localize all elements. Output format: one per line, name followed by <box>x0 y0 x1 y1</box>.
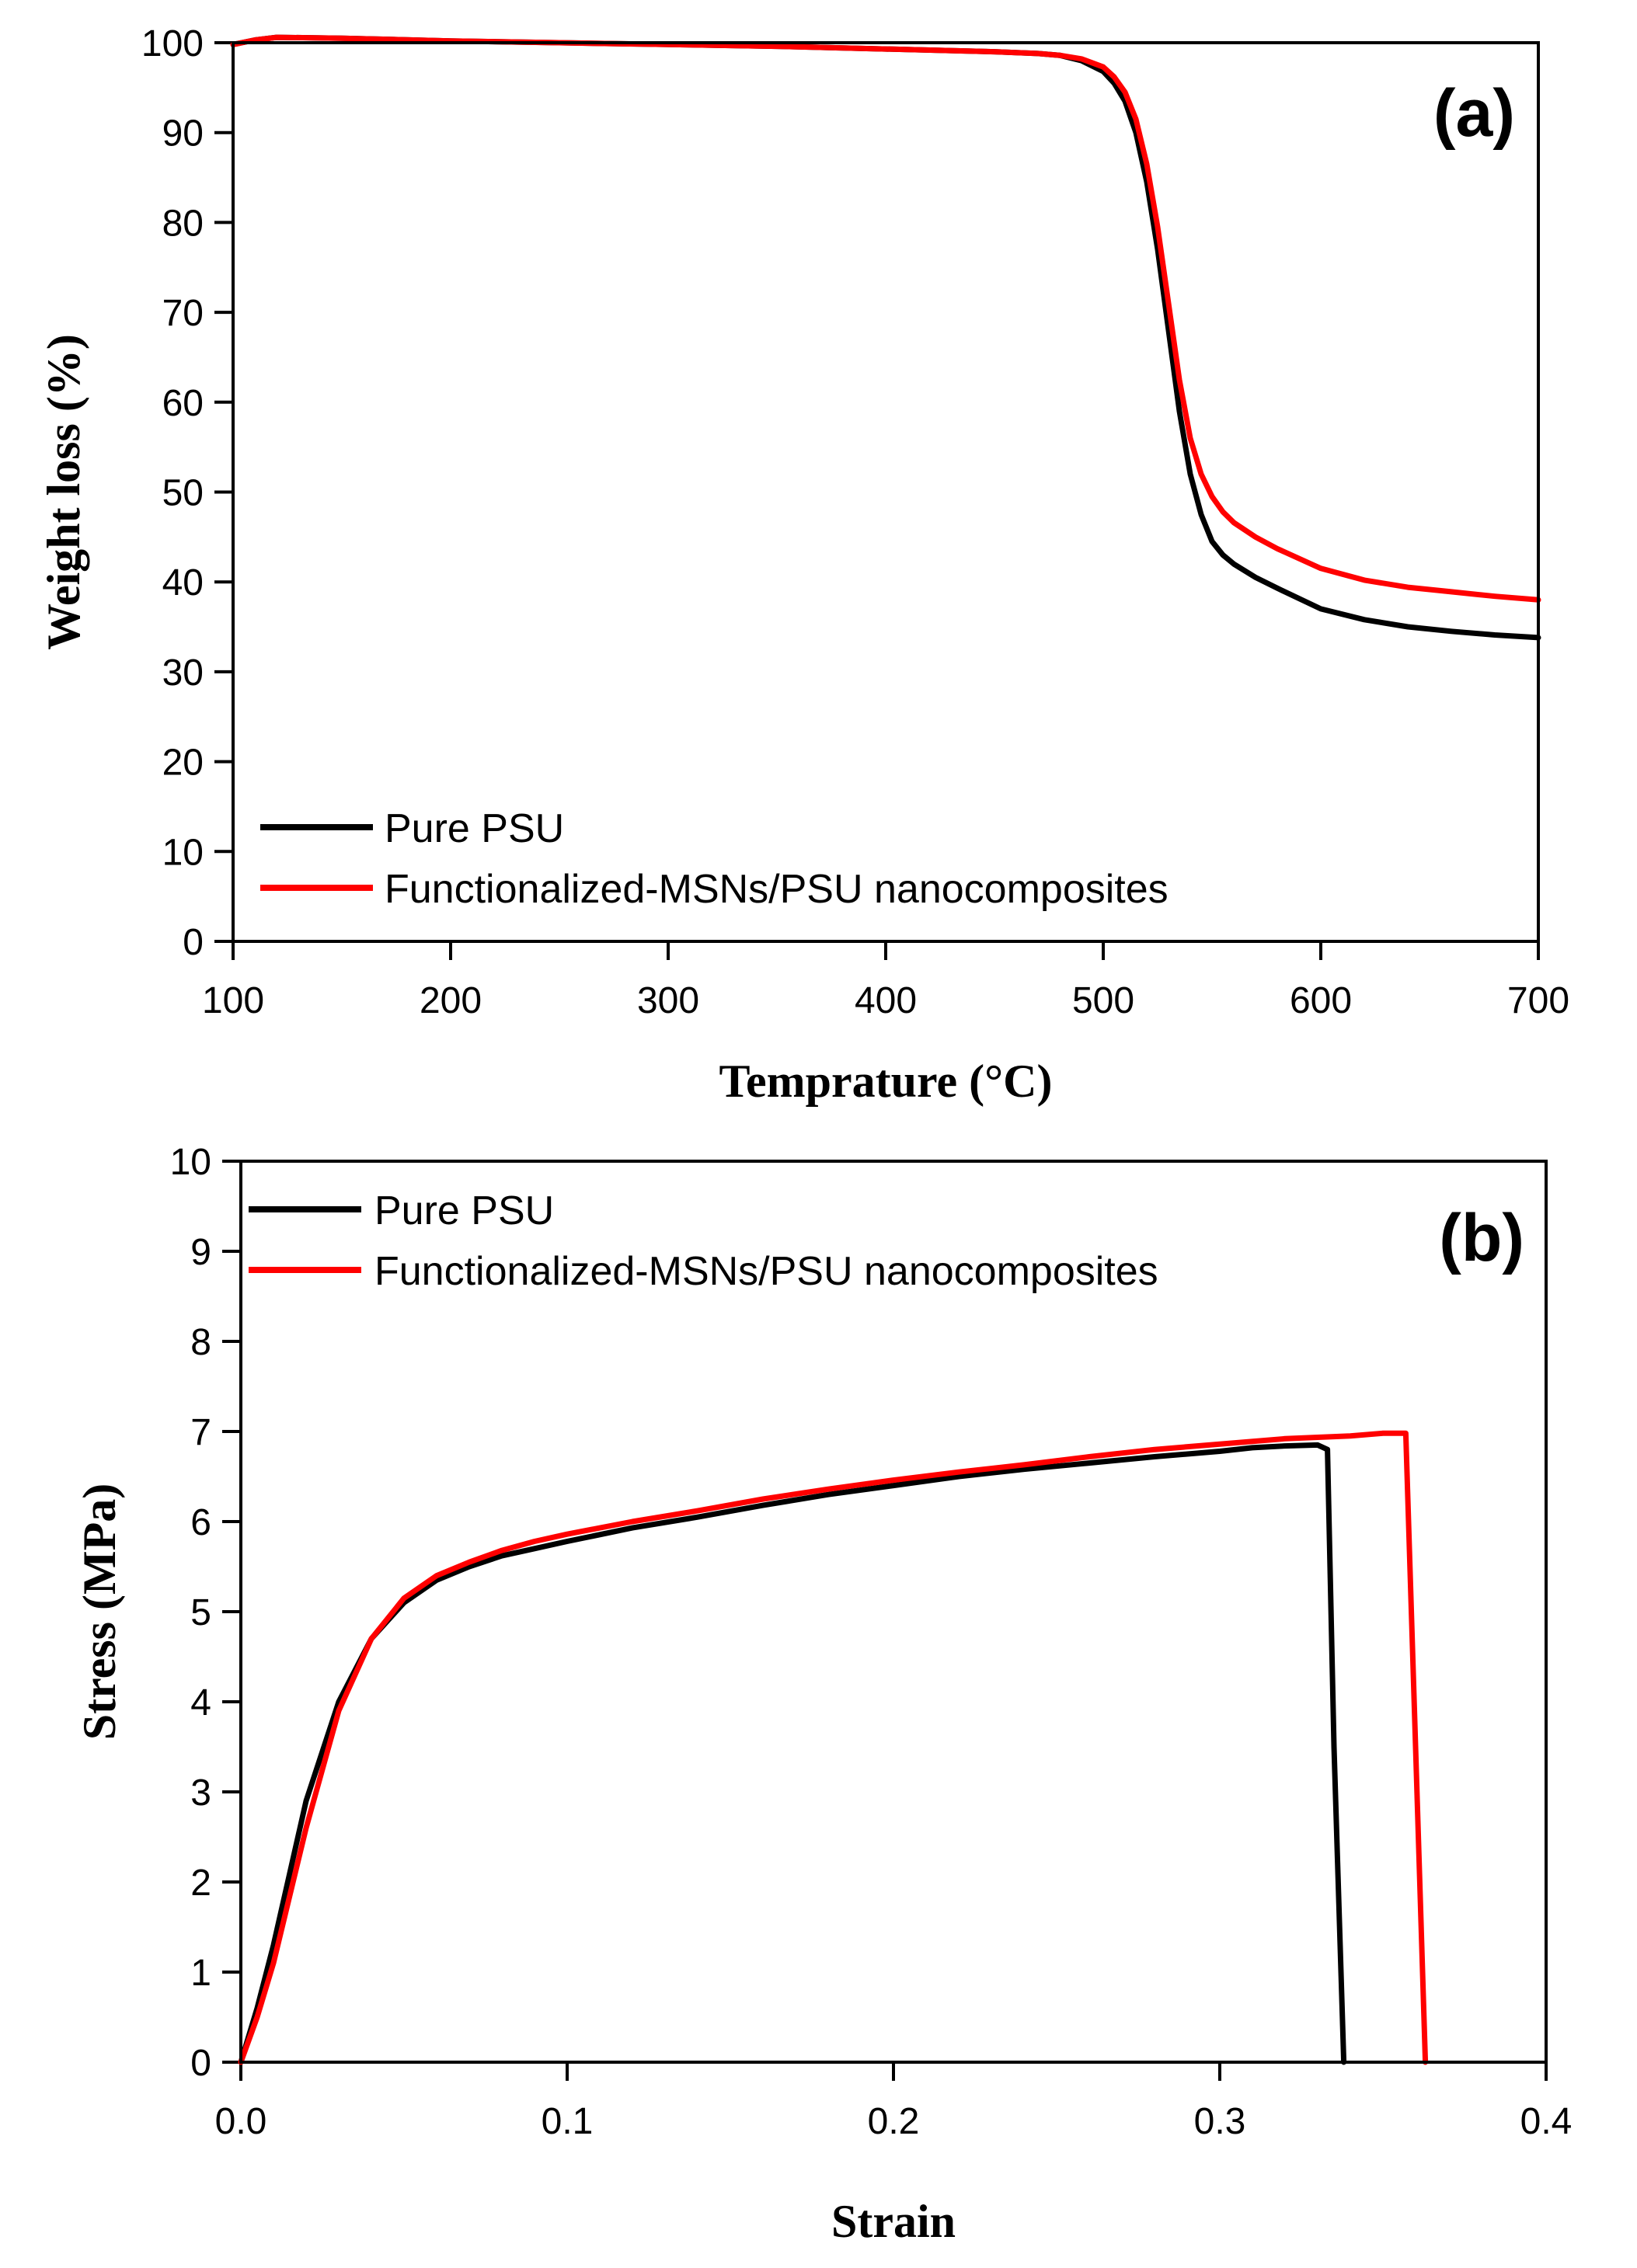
panel-a-y-tick-label: 10 <box>162 832 204 873</box>
panel-b-x-tick-label: 0.2 <box>868 2101 920 2142</box>
panel-b-y-tick-label: 7 <box>190 1412 211 1453</box>
panel-a-plot-frame <box>232 41 1540 943</box>
panel-b-y-tick-label: 6 <box>190 1502 211 1543</box>
panel-b-y-tick-label: 8 <box>190 1322 211 1363</box>
panel-b-y-tick-label: 3 <box>190 1772 211 1814</box>
panel-b-ticks: 0.0 0.1 0.2 0.3 0.4 0 1 2 3 4 5 6 7 8 9 10 <box>170 1142 1573 2142</box>
panel-b-legend-label-nanocomposites: Functionalized-MSNs/PSU nanocomposites <box>374 1249 1158 1294</box>
panel-b-legend-label-pure-psu: Pure PSU <box>374 1188 554 1233</box>
panel-a-x-tick-label: 400 <box>855 980 917 1021</box>
panel-b-y-tick-label: 1 <box>190 1953 211 1994</box>
panel-a-weight-loss-chart: 100 200 300 400 500 600 700 0 10 20 30 40 50 60 70 80 90… <box>38 23 1569 1107</box>
panel-a-x-tick-label: 500 <box>1072 980 1134 1021</box>
panel-b-y-tick-label: 5 <box>190 1592 211 1633</box>
panel-a-x-tick-label: 700 <box>1507 980 1569 1021</box>
panel-b-x-tick-label: 0.0 <box>215 2101 267 2142</box>
panel-a-y-tick-label: 30 <box>162 652 204 694</box>
panel-a-y-tick-label: 0 <box>183 922 204 963</box>
panel-a-y-tick-label: 70 <box>162 293 204 334</box>
panel-a-y-tick-label: 100 <box>141 23 204 64</box>
panel-b-y-tick-label: 4 <box>190 1682 211 1724</box>
panel-b-legend: Pure PSU Functionalized-MSNs/PSU nanocom… <box>249 1188 1158 1294</box>
panel-a-legend-label-pure-psu: Pure PSU <box>385 806 564 851</box>
panel-a-y-tick-label: 90 <box>162 113 204 155</box>
panel-a-x-axis-title: Temprature (°C) <box>719 1056 1053 1107</box>
panel-a-x-tick-label: 300 <box>637 980 699 1021</box>
panel-a-x-tick-label: 100 <box>202 980 264 1021</box>
panel-b-x-tick-label: 0.3 <box>1194 2101 1246 2142</box>
panel-a-series-line-pure-psu <box>230 34 1541 641</box>
panel-a-y-tick-label: 40 <box>162 562 204 604</box>
panel-a-ticks: 100 200 300 400 500 600 700 0 10 20 30 40 50 60 70 80 90… <box>141 23 1569 1021</box>
panel-a-legend: Pure PSU Functionalized-MSNs/PSU nanocom… <box>260 806 1169 912</box>
panel-b-x-axis-title: Strain <box>831 2196 956 2247</box>
panel-b-y-tick-label: 10 <box>170 1142 211 1183</box>
panel-a-y-axis-title: Weight loss (%) <box>38 334 89 650</box>
panel-b-series-line-nanocomposites <box>238 1430 1429 2065</box>
panel-b-label: (b) <box>1439 1201 1524 1275</box>
panel-b-stress-strain-chart: 0.0 0.1 0.2 0.3 0.4 0 1 2 3 4 5 6 7 8 9 10 (b) Strain S… <box>74 1142 1572 2247</box>
panel-b-x-tick-label: 0.1 <box>542 2101 594 2142</box>
panel-a-y-tick-label: 60 <box>162 383 204 424</box>
panel-b-series-line-pure-psu <box>238 1442 1347 2065</box>
panel-a-legend-label-nanocomposites: Functionalized-MSNs/PSU nanocomposites <box>385 867 1169 912</box>
panel-b-series-lines <box>238 1430 1429 2065</box>
panel-a-y-tick-label: 50 <box>162 473 204 514</box>
panel-a-series-line-nanocomposites <box>230 34 1541 603</box>
panel-a-y-tick-label: 80 <box>162 203 204 244</box>
panel-b-x-tick-label: 0.4 <box>1520 2101 1573 2142</box>
panel-b-y-tick-label: 0 <box>190 2043 211 2084</box>
panel-b-y-axis-title: Stress (MPa) <box>74 1484 125 1740</box>
panel-a-series-lines <box>230 34 1541 641</box>
panel-a-x-tick-label: 200 <box>420 980 482 1021</box>
panel-b-plot-frame <box>239 1160 1548 2064</box>
panel-b-y-tick-label: 2 <box>190 1863 211 1904</box>
panel-a-x-tick-label: 600 <box>1290 980 1352 1021</box>
panel-a-y-tick-label: 20 <box>162 743 204 784</box>
panel-a-label: (a) <box>1433 76 1515 151</box>
panel-b-y-tick-label: 9 <box>190 1232 211 1273</box>
